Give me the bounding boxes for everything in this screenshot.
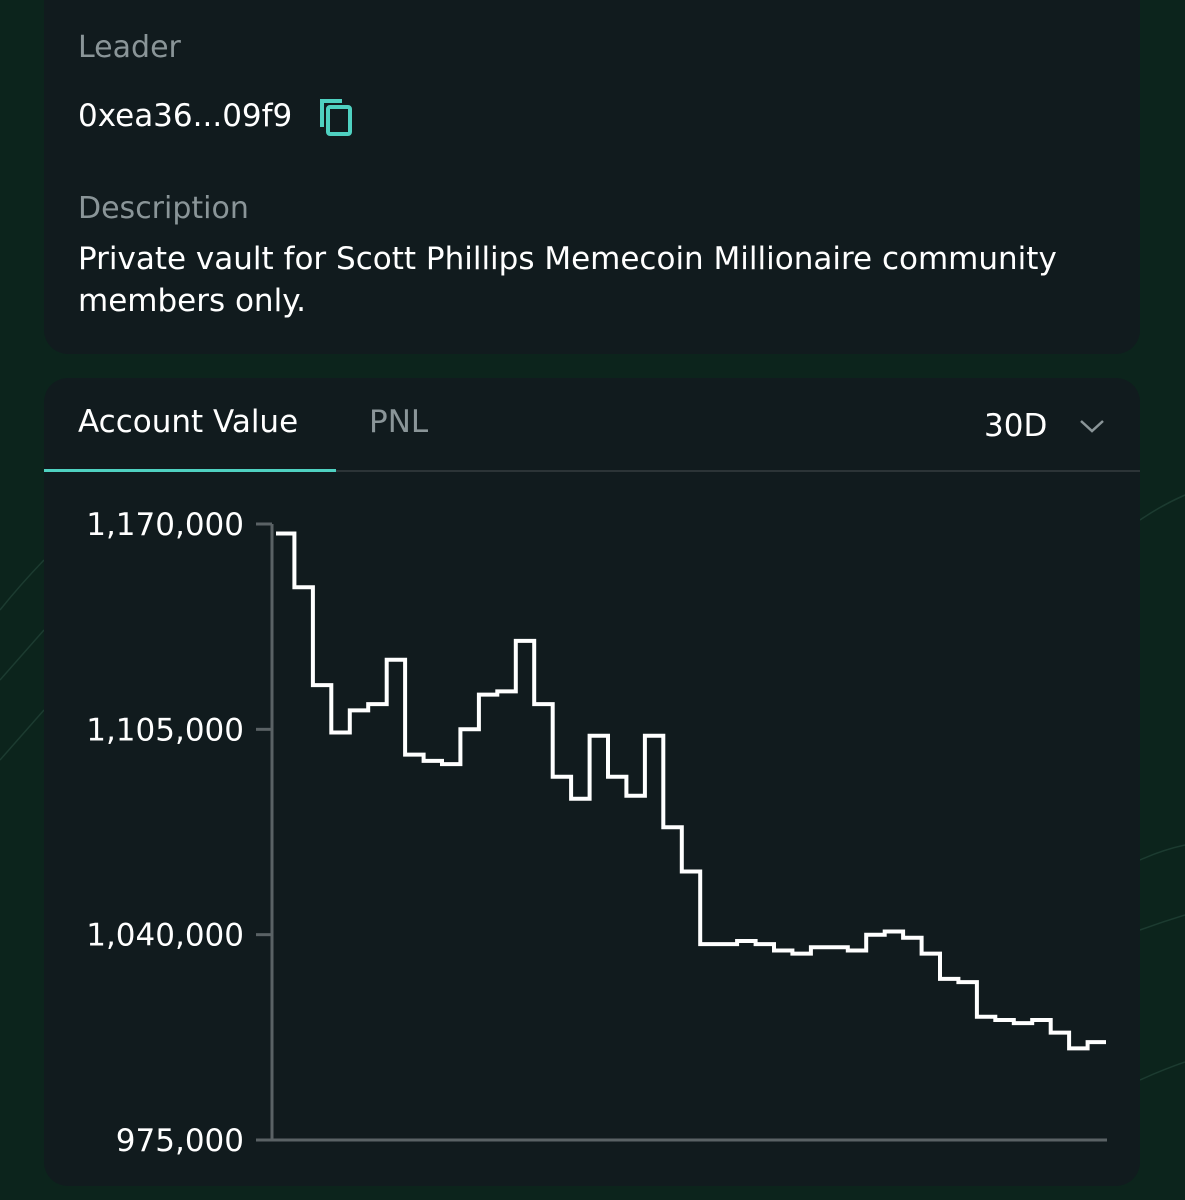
description-text: Private vault for Scott Phillips Memecoi…	[78, 241, 1057, 319]
chart-card: Account Value PNL 30D 975,000 1,040,000 1,…	[44, 378, 1140, 1186]
range-dropdown[interactable]: 30D	[984, 404, 1107, 448]
tab-divider	[336, 470, 1140, 472]
tab-account-value[interactable]: Account Value	[78, 404, 299, 440]
vault-info-card: Leader 0xea36...09f9 Description Private…	[44, 0, 1140, 354]
account-value-series-line	[276, 531, 1106, 1051]
tab-pnl[interactable]: PNL	[369, 404, 429, 440]
y-tick-label: 975,000	[116, 1123, 244, 1159]
description-label: Description	[78, 191, 249, 226]
active-tab-indicator	[44, 469, 336, 472]
leader-address-row: 0xea36...09f9	[78, 96, 356, 136]
y-tick-label: 1,170,000	[86, 507, 244, 543]
range-value: 30D	[984, 408, 1048, 444]
leader-address[interactable]: 0xea36...09f9	[78, 98, 293, 134]
account-value-chart: 975,000 1,040,000 1,105,000 1,170,000	[86, 507, 1107, 1159]
y-tick-label: 1,105,000	[86, 712, 244, 748]
chevron-down-icon	[1080, 420, 1105, 433]
leader-label: Leader	[78, 30, 181, 65]
y-tick-label: 1,040,000	[86, 918, 244, 954]
copy-icon[interactable]	[316, 95, 356, 137]
